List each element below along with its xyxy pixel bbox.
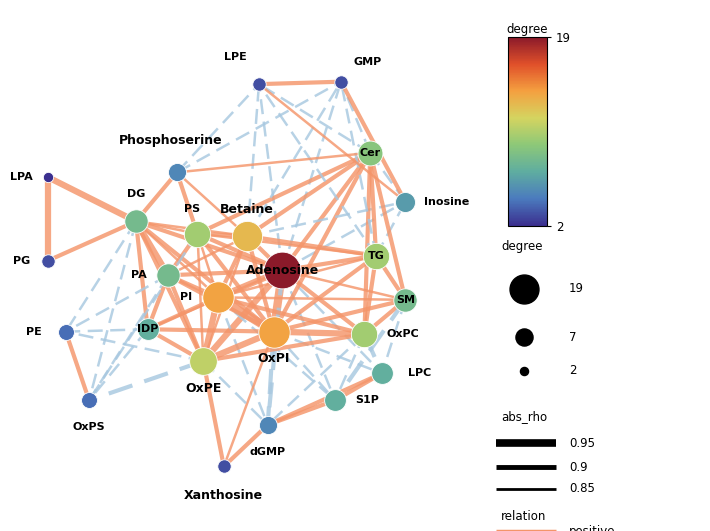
Text: 0.95: 0.95 [569,436,595,450]
Text: LPA: LPA [11,172,33,182]
Point [268,328,279,336]
Text: Cer: Cer [360,148,381,158]
Text: PE: PE [26,327,41,337]
Point [518,285,530,293]
Point [131,217,142,226]
Text: 7: 7 [569,331,577,344]
Text: Phosphoserine: Phosphoserine [119,134,223,147]
Point [262,421,273,429]
Point [84,396,95,405]
Text: PA: PA [131,270,147,280]
Point [371,252,382,260]
Text: Xanthosine: Xanthosine [185,490,263,502]
Text: 2: 2 [569,364,577,377]
Point [365,149,376,157]
Point [253,80,265,88]
Text: DG: DG [127,190,145,200]
Point [400,198,411,206]
Point [192,229,203,238]
Text: 0.9: 0.9 [569,461,588,474]
Point [518,366,530,375]
Text: abs_rho: abs_rho [501,410,547,423]
Text: PS: PS [184,204,200,214]
Text: SM: SM [396,295,415,305]
Text: OxPE: OxPE [185,382,222,395]
Text: GMP: GMP [353,57,381,67]
Text: LPE: LPE [224,52,247,62]
Text: positive: positive [569,525,616,531]
Text: PI: PI [180,293,192,302]
Title: degree: degree [506,23,548,36]
Point [329,396,341,405]
Text: TG: TG [368,251,385,261]
Text: OxPS: OxPS [73,422,105,432]
Point [376,369,388,378]
Text: OxPI: OxPI [258,352,290,365]
Text: Betaine: Betaine [220,203,274,216]
Text: degree: degree [501,241,542,253]
Text: S1P: S1P [356,395,379,405]
Point [60,328,71,336]
Point [43,256,54,265]
Text: relation: relation [501,510,547,523]
Point [212,293,224,302]
Point [171,168,182,177]
Point [400,296,411,304]
Point [359,330,370,338]
Point [218,462,229,470]
Text: LPC: LPC [408,369,432,378]
Point [43,173,54,182]
Text: Inosine: Inosine [424,197,469,207]
Point [335,78,346,86]
Text: PG: PG [13,255,31,266]
Text: 19: 19 [569,282,584,295]
Text: dGMP: dGMP [250,447,286,457]
Text: 0.85: 0.85 [569,482,595,495]
Point [277,266,288,275]
Point [163,271,174,279]
Text: OxPC: OxPC [386,329,419,339]
Point [241,232,253,241]
Point [518,333,530,341]
Text: IDP: IDP [137,324,158,334]
Point [197,357,209,365]
Point [142,325,153,333]
Text: Adenosine: Adenosine [246,264,319,277]
